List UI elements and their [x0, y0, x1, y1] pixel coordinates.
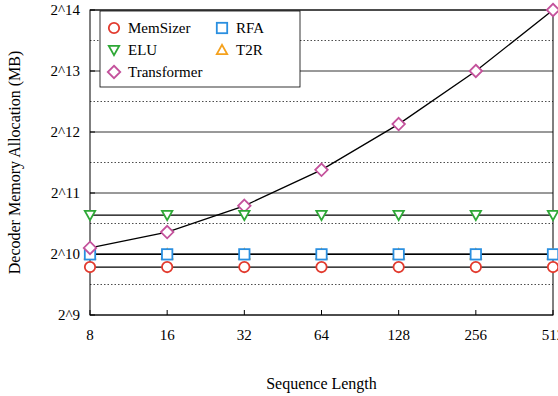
y-tick: [90, 132, 95, 133]
point: [162, 262, 172, 272]
y-tick: [90, 193, 95, 194]
x-tick-label: 8: [86, 327, 94, 343]
point: [316, 249, 326, 259]
point: [239, 262, 249, 272]
point: [393, 211, 403, 220]
x-tick: [553, 310, 554, 315]
point: [161, 226, 173, 238]
point: [547, 4, 558, 16]
x-tick-label: 512: [542, 327, 558, 343]
legend-marker: [217, 23, 227, 33]
grid-line: [90, 132, 553, 133]
x-tick-label: 256: [465, 327, 488, 343]
x-tick: [90, 310, 91, 315]
point: [239, 249, 249, 259]
point: [548, 211, 558, 220]
x-tick-label: 64: [314, 327, 330, 343]
legend-box: [100, 11, 300, 87]
point: [548, 249, 558, 259]
x-tick: [321, 310, 322, 315]
x-tick-label: 16: [160, 327, 176, 343]
point: [548, 262, 558, 272]
point: [471, 262, 481, 272]
point: [162, 249, 172, 259]
x-axis-label: Sequence Length: [266, 375, 377, 393]
x-tick: [244, 310, 245, 315]
data-layer: [84, 4, 558, 272]
legend: MemSizer ELU Transformer RFA T2R: [100, 11, 300, 87]
legend-marker: [109, 46, 119, 55]
y-tick-label: 2^14: [50, 2, 80, 18]
legend-label: MemSizer: [128, 20, 190, 36]
chart: 2^9 2^10 2^11 2^12 2^13 2^14 8 16 32 64 128 256 512 S…: [0, 0, 558, 396]
legend-label: Transformer: [128, 64, 202, 80]
point: [162, 211, 172, 220]
series-line: [90, 10, 553, 248]
minor-grid-line: [90, 223, 553, 224]
legend-label: RFA: [236, 20, 264, 36]
x-tick: [398, 310, 399, 315]
point: [393, 249, 403, 259]
point: [392, 118, 404, 130]
y-tick-label: 2^10: [50, 246, 80, 262]
point: [393, 262, 403, 272]
grid-line: [90, 193, 553, 194]
point: [85, 262, 95, 272]
legend-label: ELU: [128, 42, 157, 58]
x-tick-label: 32: [237, 327, 252, 343]
minor-grid-line: [90, 101, 553, 102]
x-tick: [475, 310, 476, 315]
x-tick-label: 128: [387, 327, 410, 343]
point: [239, 211, 249, 220]
legend-marker: [217, 45, 227, 54]
y-tick: [90, 71, 95, 72]
point: [84, 242, 96, 254]
minor-grid-line: [90, 284, 553, 285]
point: [85, 211, 95, 220]
y-tick-label: 2^11: [51, 185, 80, 201]
legend-marker: [108, 66, 120, 78]
y-axis-label: Decoder Memory Allocation (MB): [6, 51, 24, 275]
point: [315, 164, 327, 176]
legend-marker: [109, 23, 119, 33]
point: [471, 249, 481, 259]
point: [470, 65, 482, 77]
point: [471, 211, 481, 220]
point: [316, 211, 326, 220]
legend-label: T2R: [236, 42, 263, 58]
y-tick-label: 2^12: [50, 124, 80, 140]
y-tick-label: 2^9: [58, 307, 80, 323]
plot-frame: [90, 10, 553, 315]
y-tick: [90, 10, 95, 11]
x-tick: [167, 310, 168, 315]
point: [316, 262, 326, 272]
y-tick-label: 2^13: [50, 63, 80, 79]
y-tick: [90, 315, 95, 316]
